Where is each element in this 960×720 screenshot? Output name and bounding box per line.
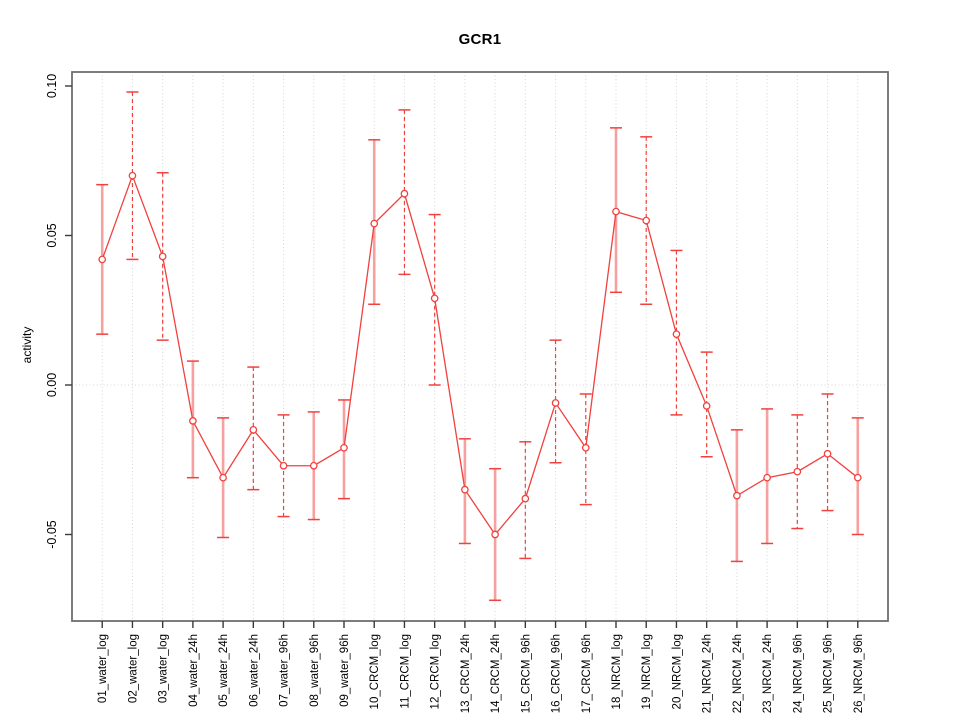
data-line (101, 173, 859, 536)
data-point-marker (279, 461, 288, 470)
x-tick-label: 04_water_24h (188, 634, 200, 707)
data-point-marker (249, 425, 258, 434)
data-point-marker (491, 530, 499, 539)
x-tick-label: 15_CRCM_96h (520, 634, 532, 713)
x-tick-label: 03_water_log (158, 634, 170, 703)
chart-title: GCR1 (458, 31, 502, 48)
data-point-marker (340, 443, 348, 452)
y-tick-label: 0.05 (45, 223, 59, 247)
x-tick-label: 19_NRCM_log (641, 634, 653, 709)
x-tick-label: 14_CRCM_24h (490, 634, 502, 713)
x-tick-label: 13_CRCM_24h (460, 634, 472, 713)
data-point-marker (430, 294, 439, 303)
data-point-marker (370, 219, 379, 228)
data-point-marker (581, 443, 590, 452)
y-tick-label: 0.10 (45, 74, 59, 98)
data-point-marker (158, 252, 167, 261)
x-tick-label: 12_CRCM_log (430, 634, 442, 709)
data-point-marker (702, 402, 711, 410)
plot-border (71, 71, 889, 622)
x-tick-label: 21_NRCM_24h (702, 634, 714, 713)
data-point-marker (400, 189, 409, 198)
data-point-marker (521, 494, 530, 503)
x-tick-label: 17_CRCM_96h (581, 634, 593, 713)
data-point-marker (98, 255, 107, 264)
data-point-marker (642, 216, 651, 225)
data-point-marker (551, 399, 560, 407)
data-point-marker (672, 330, 681, 339)
data-point-marker (853, 473, 862, 482)
data-point-marker (793, 467, 802, 476)
x-tick-label: 18_NRCM_log (611, 634, 623, 709)
x-tick-label: 20_NRCM_log (671, 634, 683, 709)
data-point-marker (823, 449, 832, 458)
data-point-marker (128, 171, 137, 180)
y-tick-label: -0.05 (45, 520, 59, 549)
x-tick-label: 10_CRCM_log (369, 634, 381, 709)
y-tick-label: 0.00 (45, 373, 59, 397)
x-tick-label: 05_water_24h (218, 634, 230, 707)
x-tick-label: 01_water_log (97, 634, 109, 703)
data-point-marker (763, 473, 771, 482)
x-tick-label: 26_NRCM_96h (853, 634, 865, 713)
x-tick-label: 25_NRCM_96h (823, 634, 835, 713)
data-point-marker (461, 485, 469, 494)
x-tick-label: 24_NRCM_96h (792, 634, 804, 713)
x-tick-label: 23_NRCM_24h (762, 634, 774, 713)
x-tick-label: 08_water_96h (309, 634, 321, 707)
data-point-marker (189, 417, 197, 425)
data-point-marker (309, 461, 318, 470)
x-tick-label: 09_water_96h (339, 634, 351, 707)
x-tick-label: 06_water_24h (248, 634, 260, 707)
x-tick-label: 16_CRCM_96h (551, 634, 563, 713)
x-tick-label: 02_water_log (127, 634, 139, 703)
x-tick-label: 11_CRCM_log (399, 634, 411, 709)
x-tick-label: 22_NRCM_24h (732, 634, 744, 713)
x-tick-label: 07_water_96h (279, 634, 291, 707)
data-point-marker (733, 491, 741, 500)
data-point-marker (612, 207, 620, 216)
data-point-marker (219, 473, 227, 482)
